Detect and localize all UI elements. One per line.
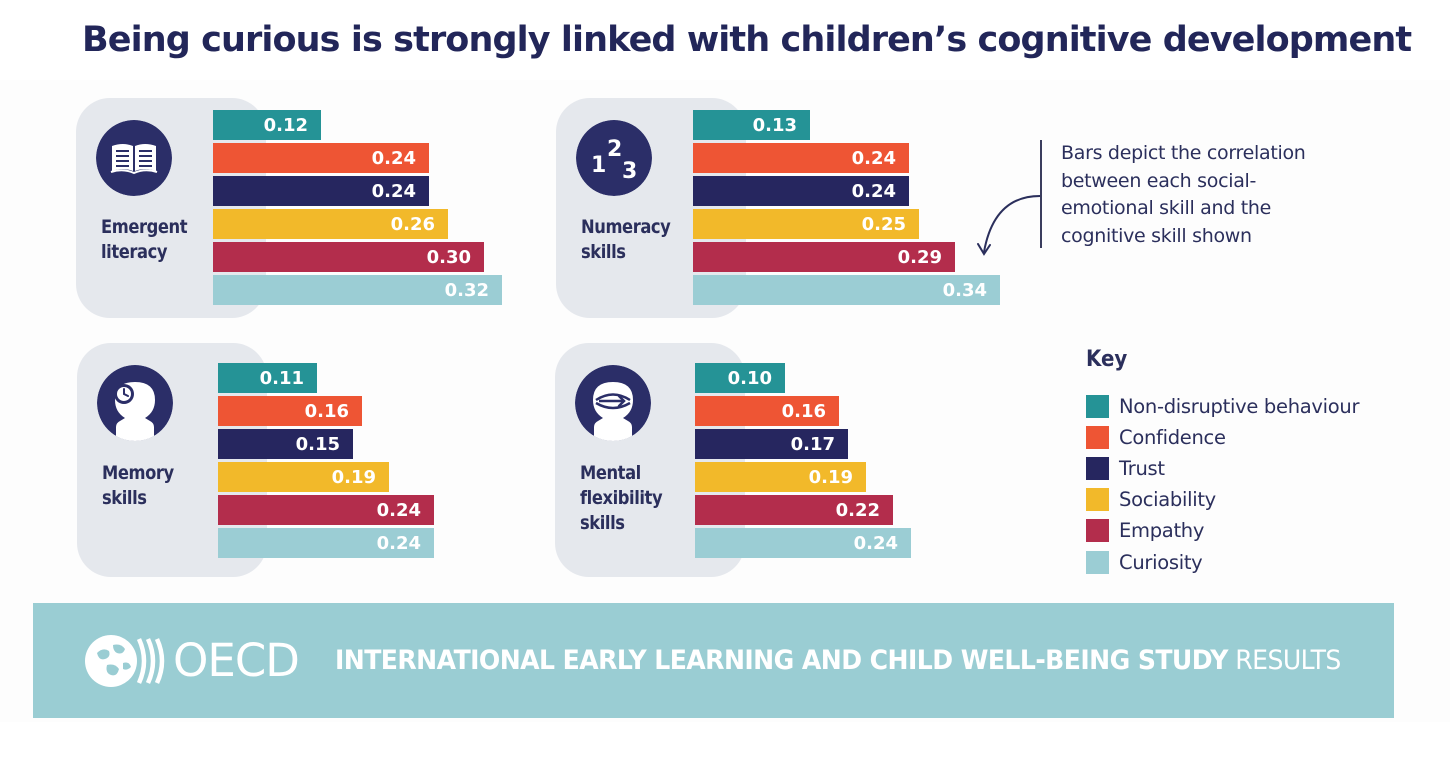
bar: 0.16 <box>695 396 839 426</box>
svg-text:3: 3 <box>622 159 637 184</box>
bar: 0.24 <box>693 143 909 173</box>
skill-label: Emergent literacy <box>101 216 188 263</box>
bar: 0.24 <box>213 176 429 206</box>
legend-title: Key <box>1086 347 1128 372</box>
bar: 0.34 <box>693 275 1000 305</box>
legend-item: Trust <box>1086 456 1165 480</box>
legend-swatch <box>1086 394 1109 418</box>
legend-swatch <box>1086 550 1109 574</box>
footer-banner: OECD INTERNATIONAL EARLY LEARNING AND CH… <box>33 603 1394 718</box>
legend-item: Non-disruptive behaviour <box>1086 394 1359 418</box>
bar: 0.25 <box>693 209 919 239</box>
legend-label: Trust <box>1119 456 1165 480</box>
globe-icon <box>85 635 165 687</box>
annotation-text: Bars depict the correlation between each… <box>1061 142 1306 247</box>
bar: 0.16 <box>218 396 362 426</box>
legend-label: Non-disruptive behaviour <box>1119 394 1360 418</box>
bar: 0.24 <box>218 495 434 525</box>
oecd-logo: OECD <box>85 633 300 688</box>
svg-text:2: 2 <box>607 137 622 162</box>
legend-label: Sociability <box>1119 488 1216 512</box>
legend-label: Curiosity <box>1119 550 1203 574</box>
book-icon <box>96 120 172 196</box>
bottom-margin <box>0 722 1450 767</box>
legend-swatch <box>1086 488 1109 512</box>
skill-label: Numeracy skills <box>581 216 671 263</box>
bar: 0.15 <box>218 429 353 459</box>
svg-text:1: 1 <box>591 153 606 178</box>
bar: 0.17 <box>695 429 848 459</box>
bar: 0.24 <box>218 528 434 558</box>
bar: 0.22 <box>695 495 893 525</box>
legend-item: Curiosity <box>1086 550 1203 574</box>
study-name: INTERNATIONAL EARLY LEARNING AND CHILD W… <box>335 645 1228 676</box>
legend-item: Confidence <box>1086 425 1226 449</box>
bar: 0.12 <box>213 110 321 140</box>
legend-swatch <box>1086 425 1109 449</box>
bar: 0.19 <box>218 462 389 492</box>
bar: 0.32 <box>213 275 502 305</box>
header-background <box>0 0 1450 80</box>
bar: 0.29 <box>693 242 955 272</box>
skill-label: Mental flexibility skills <box>580 462 663 534</box>
bar: 0.19 <box>695 462 866 492</box>
bar: 0.11 <box>218 363 317 393</box>
bar: 0.24 <box>693 176 909 206</box>
study-banner: INTERNATIONAL EARLY LEARNING AND CHILD W… <box>335 643 1341 679</box>
legend-swatch <box>1086 519 1109 543</box>
skill-label: Memory skills <box>102 462 174 509</box>
bar: 0.24 <box>695 528 911 558</box>
bar: 0.26 <box>213 209 448 239</box>
oecd-wordmark: OECD <box>173 634 300 687</box>
curved-arrow-icon <box>977 195 1041 256</box>
head-arrows-icon <box>575 365 651 441</box>
bar: 0.30 <box>213 242 484 272</box>
head-clock-icon <box>97 365 173 441</box>
numbers-123-icon: 1 2 3 <box>576 120 652 196</box>
study-results: RESULTS <box>1235 645 1341 676</box>
legend-swatch <box>1086 456 1109 480</box>
bar: 0.13 <box>693 110 810 140</box>
legend-label: Empathy <box>1119 519 1205 543</box>
bar: 0.10 <box>695 363 785 393</box>
legend-item: Sociability <box>1086 488 1216 512</box>
legend-item: Empathy <box>1086 519 1204 543</box>
annotation-rule <box>1040 140 1042 248</box>
page-title: Being curious is strongly linked with ch… <box>82 20 1412 60</box>
bar: 0.24 <box>213 143 429 173</box>
legend-label: Confidence <box>1119 425 1226 449</box>
